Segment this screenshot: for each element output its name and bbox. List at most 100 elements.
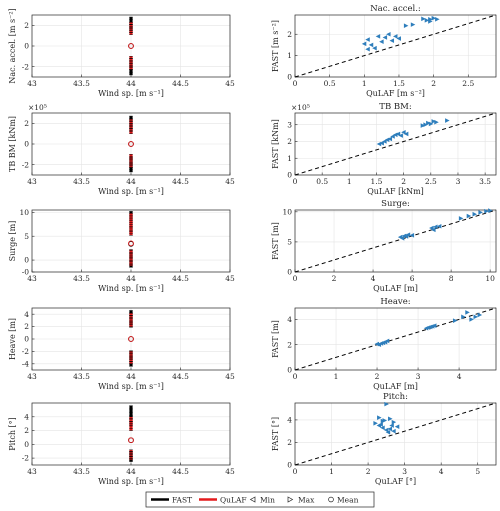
max-point [420,123,426,128]
identity-line [294,307,497,371]
x-tick-label: 1 [347,177,352,186]
max-point [382,418,388,423]
y-axis-label: FAST [°] [271,417,280,451]
x-tick-label: 3.5 [479,177,491,186]
max-point [410,22,416,27]
axes-frame [31,402,231,466]
y-tick-label: 0 [24,440,29,449]
panel-pitch-right: 0 1 2 3 4 5 0 2 4 QuLAF [°] FAST [°] Pitch: [271,392,497,486]
y-tick-label: 5 [24,232,29,241]
x-axis-label: QuLAF [m] [373,382,418,391]
x-tick-label: 45 [225,372,235,381]
x-tick-label: 44.5 [172,372,189,381]
panel-title: Nac. accel.: [370,4,421,14]
y-tick-label: 2 [287,340,292,349]
legend-mean-marker [328,496,334,503]
max-point [403,23,409,28]
y-tick-label: 4 [287,315,292,324]
x-tick-label: 0 [293,79,298,88]
legend-max-marker [287,496,294,503]
legend-box [145,491,375,508]
y-tick-label: 10 [19,208,29,217]
max-point [484,208,489,214]
max-point [428,121,434,127]
min-point [361,41,367,47]
max-point [373,420,378,426]
x-axis-label: QuLAF [m] [373,284,418,293]
y-tick-label: 1 [287,51,292,60]
min-point [365,46,370,52]
y-tick-label: 10 [282,207,292,216]
x-tick-label: 2 [401,177,406,186]
y-tick-label: 0 [24,256,29,265]
x-tick-label: 43 [27,177,37,186]
y-tick-label: 2 [24,21,29,30]
x-tick-label: 44 [126,467,136,476]
y-tick-label: 0 [287,461,292,470]
max-point [424,18,430,23]
x-tick-label: 5 [475,467,480,476]
min-point [403,234,409,239]
x-tick-label: 43.5 [73,79,90,88]
identity-line [294,112,497,176]
min-point [387,136,393,142]
x-tick-label: 4 [371,274,376,283]
x-tick-label: 4 [439,467,444,476]
min-point [375,34,381,39]
x-tick-label: 0.5 [324,79,336,88]
x-tick-label: 44 [126,372,136,381]
min-point [372,45,377,51]
panel-heave-right: 0 1 2 3 4 0 2 4 QuLAF [m] FAST [m] Heave: [271,297,497,391]
x-tick-label: 43.5 [73,467,90,476]
x-tick-label: 44 [126,177,136,186]
axes-frame [31,112,231,176]
y-tick-label: -2 [22,454,30,463]
y-tick-label: 2 [287,438,292,447]
legend-fast-label: FAST [172,495,192,504]
y-tick-label: -2 [22,347,30,356]
x-tick-label: 44.5 [172,177,189,186]
x-tick-label: 0.5 [316,177,328,186]
min-point [429,324,435,329]
x-tick-label: 43 [27,274,37,283]
panel-nac-left: 43 43.5 44 44.5 45 -2 0 2 Wind sp. [m s⁻¹] Nac. a… [8,8,235,98]
axes-frame [294,307,497,371]
y-tick-label: 0 [24,140,29,149]
min-point [399,235,405,241]
max-point [473,314,478,320]
min-point [398,133,403,138]
axes-frame [31,307,231,371]
legend-qulaf-label: QuLAF [220,495,247,504]
min-point [436,223,442,229]
y-tick-label: 1 [287,154,292,163]
y-axis-label: Heave [m] [8,318,17,360]
x-tick-label: 0 [293,467,298,476]
x-tick-label: 1 [329,467,334,476]
x-tick-label: 8 [449,274,454,283]
min-point [386,31,391,37]
x-tick-label: 44 [126,79,136,88]
max-point [458,216,464,221]
max-point [472,211,478,217]
x-tick-label: 2 [366,467,371,476]
x-tick-label: 43 [27,79,37,88]
x-axis-label: QuLAF [kNm] [367,187,424,196]
y-tick-label: -0 [22,268,30,277]
min-point [390,134,395,139]
qulaf-mean-marker [128,141,134,147]
max-point [435,16,440,22]
x-tick-label: 45 [225,467,235,476]
y-axis-label: Pitch [°] [8,417,17,451]
min-point [382,35,388,40]
x-tick-label: 43 [27,467,37,476]
min-point [387,426,393,432]
y-tick-label: 2 [24,119,29,128]
legend-min-marker [249,496,256,503]
min-point [395,131,401,137]
x-axis-label: Wind sp. [m s⁻¹] [98,284,164,293]
x-axis-label: Wind sp. [m s⁻¹] [98,382,164,391]
y-tick-label: 0 [24,335,29,344]
max-point [488,208,493,213]
x-axis-label: Wind sp. [m s⁻¹] [98,187,164,196]
